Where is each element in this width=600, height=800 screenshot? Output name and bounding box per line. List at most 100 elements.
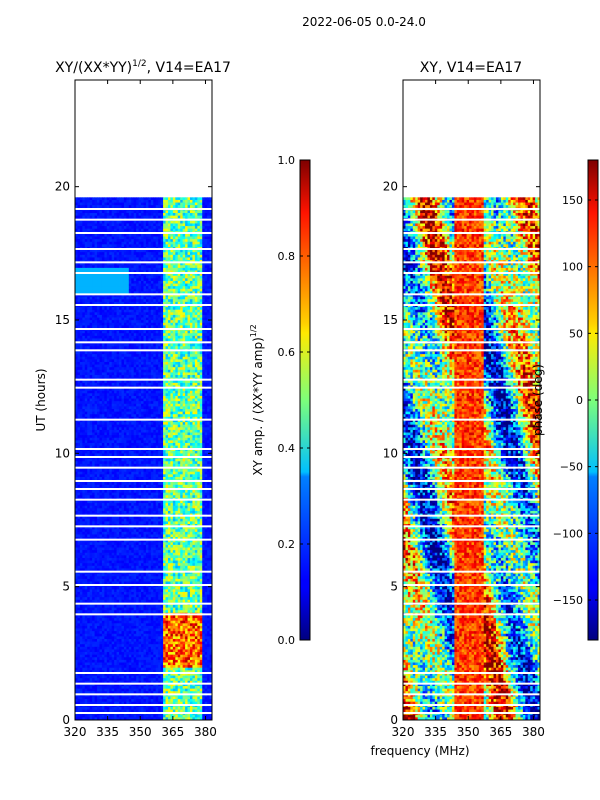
heatmap-cell: [99, 301, 103, 305]
heatmap-cell: [128, 390, 132, 394]
heatmap-cell: [197, 359, 201, 363]
heatmap-cell: [194, 388, 198, 392]
shared-xlabel: frequency (MHz): [370, 744, 469, 758]
heatmap-cell: [143, 367, 147, 371]
heatmap-cell: [82, 367, 86, 371]
heatmap-cell: [89, 364, 93, 368]
heatmap-cell: [155, 294, 159, 298]
heatmap-cell: [128, 249, 132, 253]
heatmap-cell: [94, 398, 98, 402]
heatmap-cell: [82, 343, 86, 347]
heatmap-cell: [89, 395, 93, 399]
heatmap-cell: [138, 419, 142, 423]
heatmap-cell: [82, 398, 86, 402]
heatmap-cell: [106, 210, 110, 214]
heatmap-cell: [77, 424, 81, 428]
heatmap-cell: [170, 424, 174, 428]
heatmap-cell: [99, 414, 103, 418]
heatmap-cell: [153, 314, 157, 318]
heatmap-cell: [97, 275, 100, 279]
heatmap-cell: [158, 380, 162, 384]
heatmap-cell: [123, 317, 127, 321]
heatmap-cell: [204, 257, 208, 261]
heatmap-cell: [116, 288, 120, 292]
heatmap-cell: [187, 273, 191, 277]
heatmap-cell: [82, 236, 86, 240]
heatmap-cell: [148, 236, 152, 240]
heatmap-cell: [84, 403, 88, 407]
heatmap-cell: [165, 375, 169, 379]
heatmap-cell: [133, 244, 137, 248]
heatmap-cell: [165, 233, 169, 237]
heatmap-cell: [133, 335, 137, 339]
heatmap-cell: [167, 275, 171, 279]
heatmap-cell: [143, 333, 147, 337]
heatmap-cell: [175, 416, 179, 420]
heatmap-cell: [128, 351, 132, 355]
heatmap-cell: [92, 226, 95, 230]
heatmap-cell: [143, 424, 147, 428]
heatmap-cell: [82, 380, 86, 384]
heatmap-cell: [150, 233, 154, 237]
heatmap-cell: [153, 354, 157, 358]
heatmap-cell: [145, 395, 149, 399]
heatmap-cell: [128, 278, 132, 282]
heatmap-cell: [79, 382, 83, 386]
heatmap-cell: [141, 236, 144, 240]
heatmap-cell: [121, 317, 125, 321]
heatmap-cell: [131, 356, 135, 360]
heatmap-cell: [101, 254, 105, 258]
heatmap-cell: [187, 395, 191, 399]
heatmap-cell: [158, 278, 162, 282]
heatmap-cell: [128, 372, 132, 376]
heatmap-cell: [123, 351, 127, 355]
heatmap-cell: [133, 309, 137, 313]
heatmap-cell: [182, 307, 186, 311]
heatmap-cell: [116, 364, 120, 368]
heatmap-cell: [197, 380, 201, 384]
heatmap-cell: [175, 301, 179, 305]
heatmap-cell: [194, 409, 198, 413]
heatmap-cell: [204, 210, 208, 214]
heatmap-cell: [87, 343, 91, 347]
heatmap-cell: [192, 424, 196, 428]
heatmap-cell: [150, 409, 154, 413]
heatmap-cell: [131, 262, 135, 266]
heatmap-cell: [77, 395, 81, 399]
heatmap-cell: [84, 411, 88, 415]
heatmap-cell: [126, 262, 130, 266]
heatmap-cell: [101, 220, 105, 224]
heatmap-cell: [92, 309, 95, 313]
heatmap-cell: [189, 320, 193, 324]
heatmap-cell: [187, 414, 191, 418]
heatmap-cell: [163, 220, 166, 224]
heatmap-cell: [175, 375, 179, 379]
heatmap-cell: [150, 265, 154, 269]
heatmap-cell: [75, 233, 78, 237]
heatmap-cell: [185, 241, 188, 245]
heatmap-cell: [87, 427, 91, 431]
heatmap-cell: [99, 427, 103, 431]
heatmap-cell: [116, 244, 120, 248]
heatmap-cell: [207, 239, 210, 243]
heatmap-cell: [185, 254, 188, 258]
heatmap-cell: [177, 317, 181, 321]
heatmap-cell: [131, 390, 135, 394]
heatmap-cell: [204, 226, 208, 230]
heatmap-cell: [119, 414, 122, 418]
heatmap-cell: [114, 278, 117, 282]
heatmap-cell: [189, 367, 193, 371]
heatmap-cell: [138, 197, 142, 201]
heatmap-cell: [148, 406, 152, 410]
heatmap-cell: [123, 419, 127, 423]
heatmap-cell: [97, 414, 100, 418]
heatmap-cell: [167, 280, 171, 284]
heatmap-cell: [79, 296, 83, 300]
heatmap-cell: [148, 244, 152, 248]
heatmap-cell: [150, 215, 154, 219]
heatmap-cell: [126, 382, 130, 386]
heatmap-cell: [194, 372, 198, 376]
heatmap-cell: [101, 202, 105, 206]
heatmap-cell: [163, 307, 166, 311]
heatmap-cell: [87, 275, 91, 279]
